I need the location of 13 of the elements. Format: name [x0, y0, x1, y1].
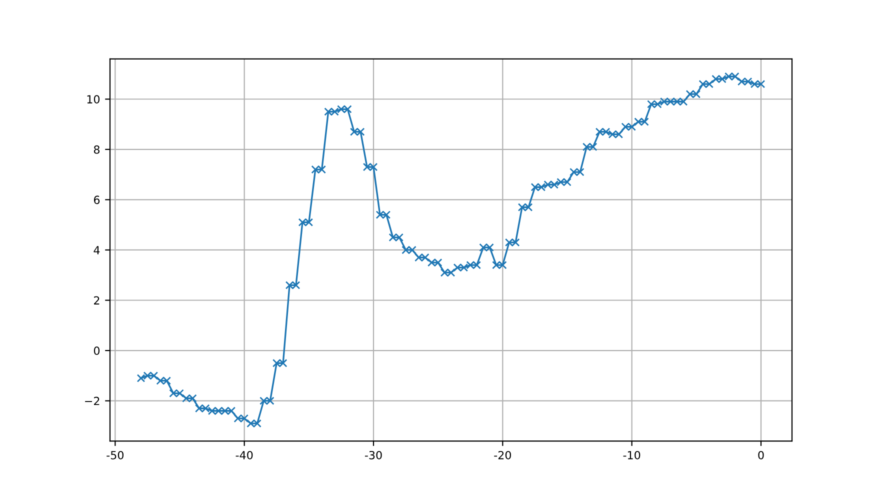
x-tick-label: -40 — [236, 450, 253, 460]
y-tick-label: 0 — [94, 346, 100, 355]
y-tick-label: −2 — [85, 396, 100, 406]
x-tick-label: -30 — [364, 450, 382, 460]
x-tick-label: -50 — [106, 450, 124, 460]
x-tick-label: 0 — [758, 450, 764, 460]
x-tick-label: -20 — [494, 450, 512, 460]
y-tick-label: 4 — [94, 246, 100, 254]
x-tick-label: -10 — [623, 450, 640, 460]
y-tick-label: 6 — [94, 196, 100, 204]
y-tick-label: 10 — [87, 95, 100, 104]
y-tick-label: 8 — [94, 145, 100, 154]
y-tick-label: 2 — [94, 296, 100, 304]
